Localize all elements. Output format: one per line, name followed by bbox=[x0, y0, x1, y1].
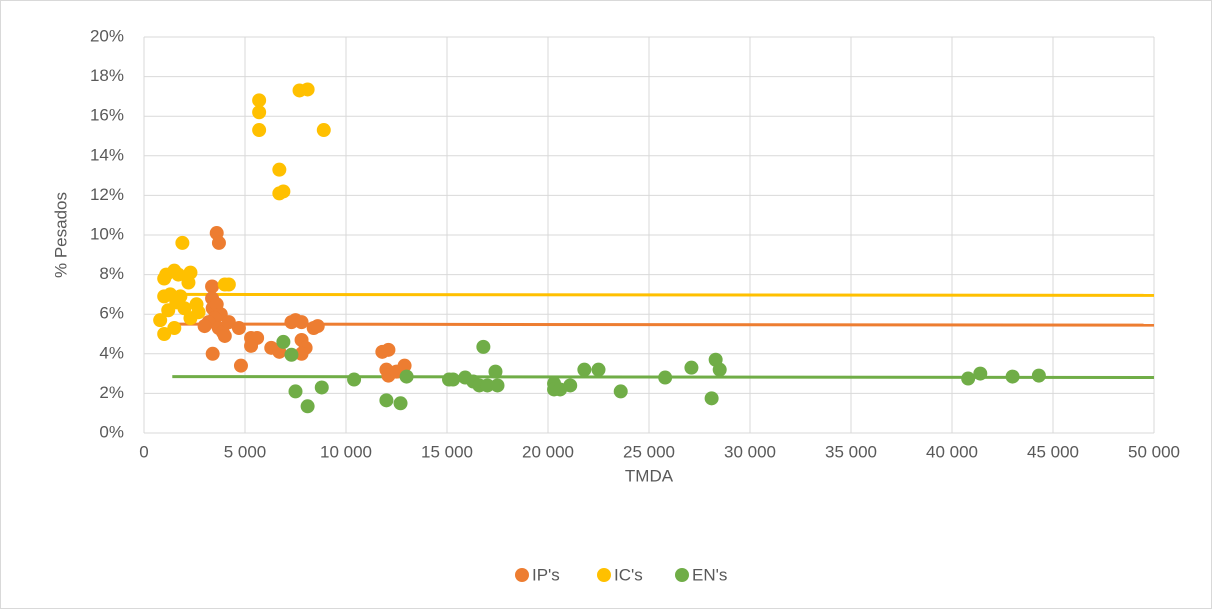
x-tick-label: 15 000 bbox=[421, 442, 473, 461]
scatter-point bbox=[191, 305, 206, 320]
scatter-point bbox=[272, 162, 287, 177]
scatter-point bbox=[704, 391, 719, 406]
trend-line bbox=[172, 322, 1155, 327]
y-axis-label: % Pesados bbox=[51, 192, 70, 278]
legend-label: IC's bbox=[614, 565, 643, 584]
y-tick-label: 12% bbox=[90, 185, 124, 204]
scatter-point bbox=[973, 366, 988, 381]
scatter-point bbox=[1031, 368, 1046, 383]
x-tick-label: 50 000 bbox=[1128, 442, 1180, 461]
y-tick-label: 6% bbox=[99, 304, 124, 323]
scatter-point bbox=[157, 271, 172, 286]
trend-line bbox=[172, 292, 1155, 297]
x-tick-label: 40 000 bbox=[926, 442, 978, 461]
scatter-point bbox=[211, 235, 226, 250]
scatter-point bbox=[173, 289, 188, 304]
scatter-point bbox=[1005, 369, 1020, 384]
legend-marker bbox=[675, 568, 689, 582]
scatter-point bbox=[684, 360, 699, 375]
scatter-point bbox=[252, 123, 267, 138]
legend-label: IP's bbox=[532, 565, 560, 584]
scatter-point bbox=[205, 346, 220, 361]
x-tick-label: 30 000 bbox=[724, 442, 776, 461]
scatter-point bbox=[347, 372, 362, 387]
scatter-point bbox=[153, 313, 168, 328]
x-tick-label: 45 000 bbox=[1027, 442, 1079, 461]
scatter-point bbox=[276, 184, 291, 199]
legend-label: EN's bbox=[692, 565, 727, 584]
x-tick-label: 20 000 bbox=[522, 442, 574, 461]
scatter-point bbox=[446, 372, 461, 387]
scatter-point bbox=[379, 393, 394, 408]
scatter-point bbox=[205, 279, 220, 294]
scatter-point bbox=[563, 378, 578, 393]
scatter-point bbox=[613, 384, 628, 399]
scatter-point bbox=[294, 315, 309, 330]
scatter-point bbox=[161, 303, 176, 318]
x-tick-label: 35 000 bbox=[825, 442, 877, 461]
scatter-point bbox=[167, 321, 182, 336]
scatter-point bbox=[393, 396, 408, 411]
scatter-point bbox=[288, 384, 303, 399]
scatter-point bbox=[712, 362, 727, 377]
scatter-point bbox=[480, 378, 495, 393]
scatter-point bbox=[490, 378, 505, 393]
legend-marker bbox=[515, 568, 529, 582]
scatter-point bbox=[231, 321, 246, 336]
scatter-point bbox=[233, 358, 248, 373]
scatter-point bbox=[252, 105, 267, 120]
scatter-point bbox=[157, 327, 172, 341]
scatter-point bbox=[221, 277, 236, 292]
y-tick-label: 20% bbox=[90, 26, 124, 45]
scatter-point bbox=[197, 319, 212, 334]
x-tick-label: 5 000 bbox=[224, 442, 267, 461]
scatter-point bbox=[381, 342, 396, 357]
scatter-point bbox=[217, 328, 232, 343]
scatter-point bbox=[399, 369, 414, 384]
scatter-point bbox=[316, 123, 331, 138]
scatter-point bbox=[591, 362, 606, 377]
scatter-point bbox=[294, 346, 309, 361]
y-tick-label: 8% bbox=[99, 264, 124, 283]
scatter-point bbox=[314, 380, 329, 395]
legend-marker bbox=[597, 568, 611, 582]
y-tick-label: 0% bbox=[99, 422, 124, 441]
x-tick-label: 25 000 bbox=[623, 442, 675, 461]
scatter-point bbox=[476, 339, 491, 354]
y-tick-label: 10% bbox=[90, 224, 124, 243]
scatter-point bbox=[397, 358, 412, 373]
scatter-point bbox=[577, 362, 592, 377]
y-tick-label: 18% bbox=[90, 66, 124, 85]
scatter-point bbox=[310, 319, 325, 334]
scatter-point bbox=[658, 370, 673, 385]
x-tick-label: 0 bbox=[139, 442, 148, 461]
scatter-point bbox=[488, 364, 503, 379]
scatter-point bbox=[961, 371, 976, 386]
scatter-point bbox=[244, 338, 259, 353]
y-tick-label: 4% bbox=[99, 343, 124, 362]
scatter-point bbox=[252, 93, 267, 108]
scatter-point bbox=[175, 235, 190, 250]
scatter-point bbox=[171, 267, 186, 282]
scatter-point bbox=[221, 315, 236, 330]
y-tick-label: 2% bbox=[99, 383, 124, 402]
scatter-point bbox=[300, 82, 315, 97]
x-axis-label: TMDA bbox=[625, 466, 674, 485]
scatter-point bbox=[284, 347, 299, 362]
scatter-point bbox=[181, 275, 196, 290]
y-tick-label: 16% bbox=[90, 106, 124, 125]
y-tick-label: 14% bbox=[90, 145, 124, 164]
scatter-point bbox=[300, 399, 315, 414]
scatter-point bbox=[276, 334, 291, 349]
x-tick-label: 10 000 bbox=[320, 442, 372, 461]
